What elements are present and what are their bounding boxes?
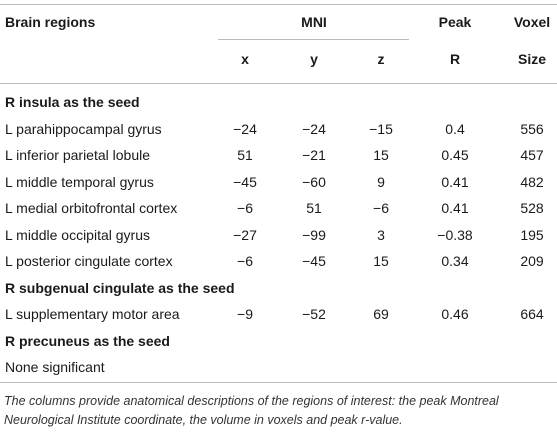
row-cell-size: 528 bbox=[520, 200, 544, 216]
row-cell-z: 15 bbox=[373, 253, 389, 269]
row-cell-z: 9 bbox=[377, 173, 385, 190]
row-cell-z: −6 bbox=[373, 200, 389, 216]
row-cell-size: 457 bbox=[520, 147, 544, 163]
header-size: Size bbox=[517, 51, 547, 67]
row-cell-z: 3 bbox=[377, 226, 385, 243]
row-cell-peak: 0.45 bbox=[441, 147, 469, 163]
row-cell-y: −24 bbox=[302, 120, 326, 137]
row-cell-z: 15 bbox=[373, 147, 389, 163]
row-cell-z: −15 bbox=[369, 120, 393, 137]
row-cell-peak: 0.41 bbox=[441, 173, 469, 190]
header-voxel: Voxel bbox=[513, 14, 551, 30]
row-region: L supplementary motor area bbox=[5, 306, 180, 322]
table-bottom-rule bbox=[0, 382, 557, 383]
header-x: x bbox=[241, 51, 249, 67]
row-region: L middle temporal gyrus bbox=[5, 173, 154, 190]
header-peak: Peak bbox=[438, 14, 472, 30]
row-region: L middle occipital gyrus bbox=[5, 226, 150, 243]
row-cell-x: −6 bbox=[237, 253, 253, 269]
header-bottom-rule bbox=[0, 83, 557, 84]
header-brain-regions: Brain regions bbox=[5, 14, 96, 30]
row-cell-size: 482 bbox=[520, 173, 544, 190]
row-cell-size: 556 bbox=[520, 120, 544, 137]
row-region: L inferior parietal lobule bbox=[5, 147, 151, 163]
row-cell-y: −52 bbox=[302, 306, 326, 322]
row-region: L medial orbitofrontal cortex bbox=[5, 200, 178, 216]
section-title: R insula as the seed bbox=[5, 94, 140, 110]
row-cell-size: 209 bbox=[520, 253, 544, 269]
row-region: L posterior cingulate cortex bbox=[5, 253, 173, 269]
row-cell-peak: 0.4 bbox=[445, 120, 465, 137]
row-region: None significant bbox=[5, 359, 105, 375]
row-cell-x: −27 bbox=[233, 226, 257, 243]
header-mni: MNI bbox=[301, 14, 327, 30]
mni-subheader-rule bbox=[218, 39, 409, 40]
section-title: R precuneus as the seed bbox=[5, 332, 170, 349]
row-cell-x: −9 bbox=[237, 306, 253, 322]
row-cell-size: 664 bbox=[520, 306, 544, 322]
row-cell-z: 69 bbox=[373, 306, 389, 322]
row-cell-y: 51 bbox=[306, 200, 322, 216]
row-cell-y: −45 bbox=[302, 253, 326, 269]
table-footnote: The columns provide anatomical descripti… bbox=[4, 394, 499, 427]
header-z: z bbox=[377, 51, 385, 67]
row-cell-x: 51 bbox=[237, 147, 253, 163]
row-cell-y: −21 bbox=[302, 147, 326, 163]
row-cell-peak: −0.38 bbox=[437, 226, 473, 243]
row-cell-x: −6 bbox=[237, 200, 253, 216]
row-region: L parahippocampal gyrus bbox=[5, 120, 162, 137]
row-cell-peak: 0.46 bbox=[441, 306, 469, 322]
row-cell-peak: 0.34 bbox=[441, 253, 469, 269]
row-cell-y: −60 bbox=[302, 173, 326, 190]
section-title: R subgenual cingulate as the seed bbox=[5, 279, 235, 296]
row-cell-size: 195 bbox=[520, 226, 544, 243]
row-cell-peak: 0.41 bbox=[441, 200, 469, 216]
row-cell-x: −45 bbox=[233, 173, 257, 190]
row-cell-x: −24 bbox=[233, 120, 257, 137]
table-top-rule bbox=[0, 4, 557, 5]
header-y: y bbox=[310, 51, 318, 67]
row-cell-y: −99 bbox=[302, 226, 326, 243]
header-r: R bbox=[449, 51, 461, 67]
